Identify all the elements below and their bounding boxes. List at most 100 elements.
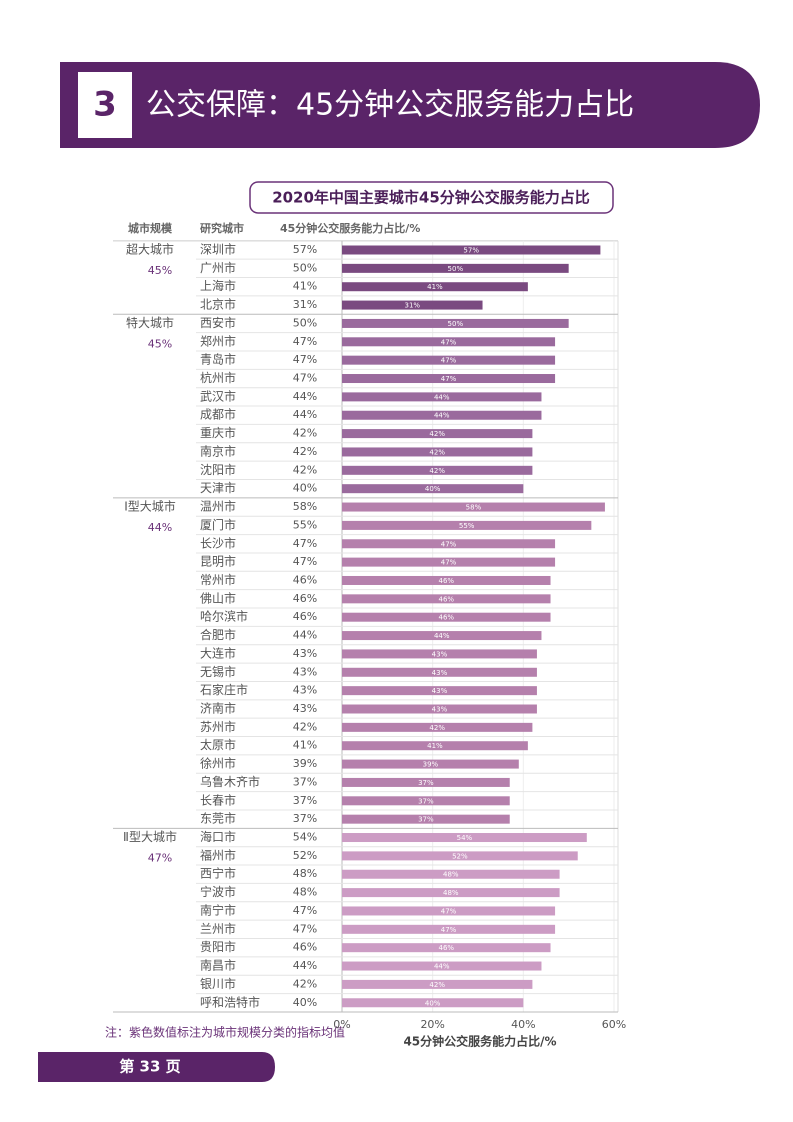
bar-label: 43%	[432, 650, 448, 658]
bar	[342, 961, 542, 971]
city-name: 上海市	[200, 278, 236, 293]
bar	[342, 906, 556, 916]
bar	[342, 943, 551, 953]
bar	[342, 814, 510, 824]
bar	[342, 263, 569, 273]
group-average: 45%	[148, 337, 172, 350]
city-name: 深圳市	[200, 242, 236, 257]
city-name: 沈阳市	[200, 462, 236, 477]
bar-label: 47%	[441, 907, 457, 915]
bar-label: 37%	[418, 816, 434, 824]
value-text: 47%	[293, 922, 317, 935]
bar-label: 40%	[425, 999, 441, 1007]
city-name: 无锡市	[200, 664, 236, 679]
bar-label: 41%	[427, 283, 443, 291]
city-name: 乌鲁木齐市	[200, 774, 260, 789]
bar	[342, 649, 537, 659]
bar	[342, 686, 537, 696]
value-text: 47%	[293, 555, 317, 568]
x-axis-label: 45分钟公交服务能力占比/%	[403, 1034, 556, 1049]
city-name: 石家庄市	[200, 682, 248, 697]
bar-label: 47%	[441, 926, 457, 934]
value-text: 37%	[293, 812, 317, 825]
city-name: 天津市	[200, 480, 236, 495]
bar	[342, 594, 551, 604]
value-text: 42%	[293, 445, 317, 458]
value-text: 31%	[293, 298, 317, 311]
bar	[342, 447, 533, 457]
bar-label: 44%	[434, 963, 450, 971]
value-text: 54%	[293, 831, 317, 844]
bar-label: 47%	[441, 338, 457, 346]
bar	[342, 998, 524, 1008]
bar	[342, 869, 560, 879]
city-name: 西安市	[200, 315, 236, 330]
group-name: 超大城市	[126, 242, 174, 257]
value-text: 47%	[293, 537, 317, 550]
value-text: 47%	[293, 353, 317, 366]
city-name: 佛山市	[200, 590, 236, 605]
value-text: 52%	[293, 849, 317, 862]
bar	[342, 796, 510, 806]
bar	[342, 741, 528, 751]
bar	[342, 539, 556, 549]
bar-label: 47%	[441, 375, 457, 383]
bar	[342, 667, 537, 677]
city-name: 北京市	[200, 297, 236, 312]
city-name: 福州市	[200, 847, 236, 862]
bar-label: 31%	[404, 302, 420, 310]
value-text: 43%	[293, 665, 317, 678]
city-name: 厦门市	[200, 517, 236, 532]
value-text: 46%	[293, 941, 317, 954]
value-text: 37%	[293, 775, 317, 788]
bar-label: 46%	[438, 614, 454, 622]
column-header: 研究城市	[200, 221, 244, 235]
group-average: 45%	[148, 264, 172, 277]
bar	[342, 337, 556, 347]
value-text: 46%	[293, 592, 317, 605]
city-name: 长春市	[200, 792, 236, 807]
value-text: 47%	[293, 904, 317, 917]
group-average: 47%	[148, 852, 172, 865]
bar	[342, 520, 592, 530]
city-name: 青岛市	[200, 352, 236, 367]
value-text: 48%	[293, 886, 317, 899]
bar	[342, 465, 533, 475]
city-name: 南京市	[200, 443, 236, 458]
bar	[342, 300, 483, 310]
bar-label: 43%	[432, 669, 448, 677]
city-name: 温州市	[200, 499, 236, 514]
value-text: 44%	[293, 408, 317, 421]
value-text: 47%	[293, 372, 317, 385]
value-text: 41%	[293, 739, 317, 752]
bar	[342, 833, 587, 843]
value-text: 42%	[293, 720, 317, 733]
city-name: 郑州市	[200, 333, 236, 348]
bar-label: 48%	[443, 871, 459, 879]
value-text: 40%	[293, 482, 317, 495]
group-name: Ⅱ型大城市	[123, 829, 177, 844]
value-text: 46%	[293, 610, 317, 623]
bar-label: 41%	[427, 742, 443, 750]
bar-label: 43%	[432, 687, 448, 695]
group-average: 44%	[148, 521, 172, 534]
bar	[342, 374, 556, 384]
group-name: Ⅰ型大城市	[124, 499, 176, 514]
city-name: 武汉市	[200, 388, 236, 403]
x-tick-label: 20%	[420, 1018, 444, 1031]
city-name: 徐州市	[200, 756, 236, 771]
city-name: 海口市	[200, 829, 236, 844]
value-text: 42%	[293, 427, 317, 440]
value-text: 40%	[293, 996, 317, 1009]
bar	[342, 777, 510, 787]
city-name: 南宁市	[200, 902, 236, 917]
city-name: 东莞市	[200, 811, 236, 826]
bar-label: 37%	[418, 779, 434, 787]
x-tick-label: 0%	[333, 1018, 350, 1031]
footer-band	[38, 1052, 275, 1082]
value-text: 44%	[293, 390, 317, 403]
bar	[342, 612, 551, 622]
value-text: 58%	[293, 500, 317, 513]
bar	[342, 392, 542, 402]
